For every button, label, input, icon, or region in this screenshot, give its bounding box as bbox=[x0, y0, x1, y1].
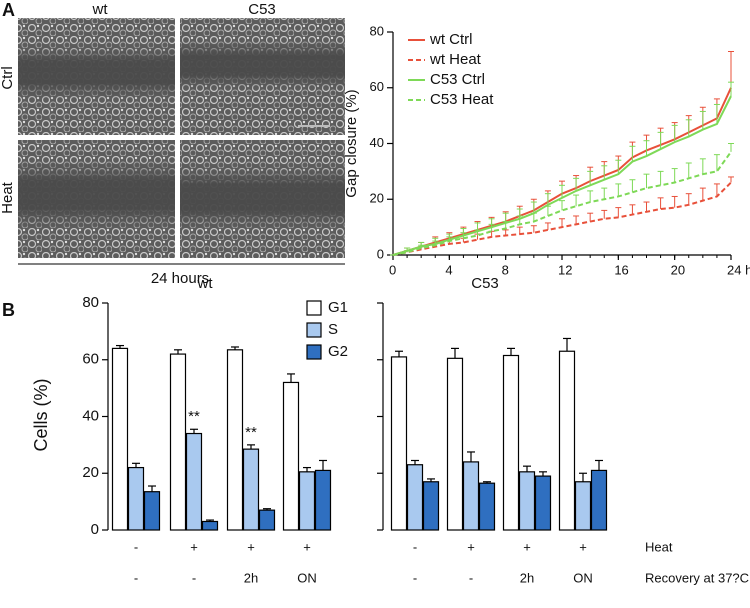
x-tick-label: 24 h bbox=[727, 262, 750, 277]
bar bbox=[242, 448, 260, 531]
x-tick-label: 2h bbox=[520, 570, 534, 585]
column-label: wt bbox=[92, 1, 109, 18]
bar bbox=[574, 481, 592, 531]
row-label: Heat bbox=[0, 181, 16, 214]
x-tick-label: - bbox=[192, 570, 196, 585]
bar bbox=[534, 475, 552, 531]
y-tick-label: 20 bbox=[82, 464, 99, 481]
chart-title: wt bbox=[197, 275, 214, 292]
legend-label: C53 Heat bbox=[430, 91, 494, 108]
bar bbox=[462, 461, 480, 531]
significance: ** bbox=[188, 408, 200, 425]
row-label: Ctrl bbox=[0, 66, 16, 89]
x-tick-label: 16 bbox=[614, 262, 628, 277]
x-tick-label: 4 bbox=[445, 262, 452, 277]
bar bbox=[226, 349, 244, 531]
bar bbox=[143, 491, 161, 531]
bar bbox=[185, 432, 203, 531]
bar bbox=[558, 350, 576, 531]
y-tick-label: 80 bbox=[82, 294, 99, 311]
x-tick-label: - bbox=[413, 539, 417, 554]
bar bbox=[111, 347, 129, 531]
panel-label: A bbox=[2, 0, 15, 20]
x-tick-label: 12 bbox=[558, 262, 572, 277]
x-tick-label: + bbox=[523, 539, 531, 554]
series-line bbox=[392, 87, 732, 256]
legend-label: G1 bbox=[328, 299, 348, 316]
y-tick-label: 60 bbox=[82, 351, 99, 368]
micrographs bbox=[18, 18, 345, 265]
y-tick-label: 40 bbox=[370, 135, 384, 150]
legend-label: S bbox=[328, 321, 338, 338]
bar bbox=[169, 353, 187, 531]
bar bbox=[422, 481, 440, 531]
x-tick-label: - bbox=[134, 570, 138, 585]
bar bbox=[518, 471, 536, 531]
y-tick-label: 40 bbox=[82, 407, 99, 424]
series-line bbox=[392, 151, 732, 256]
y-axis-title: Cells (%) bbox=[31, 378, 51, 451]
chart-title: C53 bbox=[471, 275, 499, 292]
bar bbox=[478, 482, 496, 531]
y-tick-label: 60 bbox=[370, 79, 384, 94]
x-tick-label: + bbox=[247, 539, 255, 554]
legend-swatch bbox=[306, 322, 322, 338]
bar bbox=[590, 469, 608, 531]
x-tick-label: ON bbox=[297, 570, 317, 585]
y-tick-label: 0 bbox=[91, 521, 99, 538]
legend-swatch bbox=[306, 300, 322, 316]
caption: 24 hours bbox=[151, 270, 209, 287]
column-label: C53 bbox=[248, 1, 276, 18]
x-tick-label: 20 bbox=[671, 262, 685, 277]
y-tick-label: 0 bbox=[377, 246, 384, 261]
bar bbox=[406, 464, 424, 531]
y-axis-title: Gap closure (%) bbox=[343, 89, 360, 197]
bar bbox=[127, 466, 145, 531]
legend-label: wt Heat bbox=[429, 51, 482, 68]
legend-label: G2 bbox=[328, 343, 348, 360]
x-tick-label: + bbox=[303, 539, 311, 554]
y-tick-label: 20 bbox=[370, 191, 384, 206]
x-tick-label: + bbox=[579, 539, 587, 554]
x-tick-label: + bbox=[467, 539, 475, 554]
x-tick-label: - bbox=[413, 570, 417, 585]
x-tick-label: 0 bbox=[389, 262, 396, 277]
panel-label: B bbox=[2, 300, 15, 320]
bar bbox=[502, 354, 520, 531]
x-tick-label: + bbox=[190, 539, 198, 554]
series-line bbox=[392, 95, 732, 256]
x-tick-label: - bbox=[134, 539, 138, 554]
row-label: Recovery at 37?C bbox=[645, 570, 749, 585]
row-label: Heat bbox=[645, 539, 673, 554]
legend-label: wt Ctrl bbox=[429, 31, 473, 48]
legend-label: C53 Ctrl bbox=[430, 71, 485, 88]
legend-swatch bbox=[306, 344, 322, 360]
significance: ** bbox=[245, 424, 257, 441]
x-tick-label: ON bbox=[573, 570, 593, 585]
bar bbox=[314, 469, 332, 531]
x-tick-label: 8 bbox=[502, 262, 509, 277]
bar bbox=[446, 357, 464, 531]
x-tick-label: - bbox=[469, 570, 473, 585]
series-line bbox=[392, 181, 732, 256]
x-tick-label: 2h bbox=[244, 570, 258, 585]
bar bbox=[298, 471, 316, 531]
bar bbox=[201, 520, 219, 531]
bar bbox=[258, 509, 276, 531]
bar bbox=[390, 356, 408, 531]
bar bbox=[282, 381, 300, 531]
y-tick-label: 80 bbox=[370, 23, 384, 38]
